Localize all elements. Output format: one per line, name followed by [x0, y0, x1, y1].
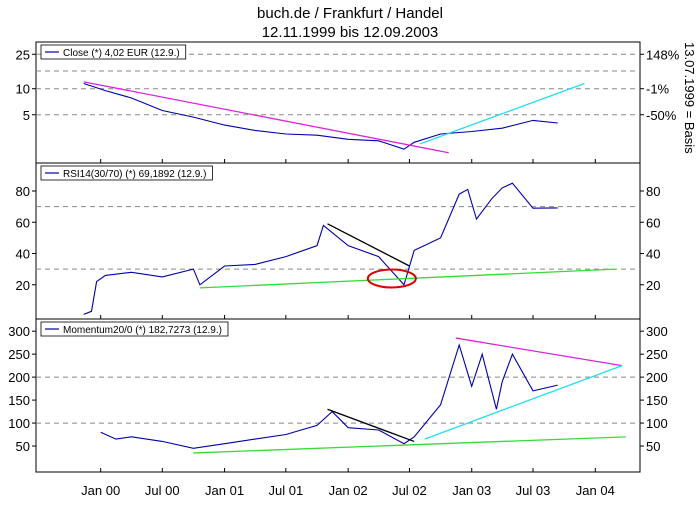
y-tick-label-left: 50 [16, 439, 30, 454]
x-tick-label: Jul 02 [392, 483, 427, 498]
trendline-magenta [455, 337, 623, 367]
y-tick-label-right: 60 [646, 215, 660, 230]
y-tick-label-right: 50 [646, 439, 660, 454]
trendline-black [327, 223, 410, 267]
x-tick-label: Jan 03 [452, 483, 491, 498]
y-tick-label-right: 80 [646, 184, 660, 199]
panel-1: 25 10 5 148% -1% -50% Close (*) 4,02 EUR (12.9… [16, 41, 680, 164]
x-tick-label: Jan 01 [205, 483, 244, 498]
y-tick-label-left: 100 [8, 416, 30, 431]
y-tick-label-right: 40 [646, 247, 660, 262]
legend: RSI14(30/70) (*) 69,1892 (12.9.) [40, 165, 213, 181]
y-tick-label-right: 300 [646, 324, 668, 339]
y-tick-label-left: 60 [16, 215, 30, 230]
y-tick-label-left: 200 [8, 370, 30, 385]
series-line [100, 343, 558, 449]
y-tick-label-right: -50% [646, 108, 677, 123]
trendline-green [193, 436, 626, 454]
y-tick-label-right: 250 [646, 347, 668, 362]
trendline-cyan [419, 82, 585, 145]
panel-3: 300 250 200 150 100 50 300 250 200 150 100 50 Moment… [8, 318, 668, 473]
y-tick-label-left: 40 [16, 247, 30, 262]
trendline-cyan [424, 365, 623, 440]
panel-frame [35, 162, 641, 320]
y-tick-label-left: 5 [23, 108, 30, 123]
panel-frame [35, 41, 641, 164]
x-tick-label: Jul 01 [269, 483, 304, 498]
series-line [83, 182, 558, 315]
y-tick-label-left: 25 [16, 47, 30, 62]
trendline-magenta [83, 81, 449, 154]
legend-box [40, 321, 229, 337]
y-tick-label-right: 148% [646, 47, 680, 62]
y-tick-label-left: 10 [16, 82, 30, 97]
y-tick-label-left: 150 [8, 393, 30, 408]
y-tick-label-left: 20 [16, 278, 30, 293]
legend: Close (*) 4,02 EUR (12.9.) [40, 44, 187, 60]
legend-box [40, 165, 213, 181]
y-tick-label-right: 100 [646, 416, 668, 431]
x-tick-label: Jan 02 [329, 483, 368, 498]
y-tick-label-right: 20 [646, 278, 660, 293]
legend: Momentum20/0 (*) 182,7273 (12.9.) [40, 321, 229, 337]
x-tick-label: Jul 03 [516, 483, 551, 498]
y-tick-label-left: 250 [8, 347, 30, 362]
x-tick-label: Jan 04 [576, 483, 615, 498]
y-tick-label-right: 200 [646, 370, 668, 385]
x-tick-label: Jul 00 [145, 483, 180, 498]
trendline-green [199, 268, 616, 289]
x-tick-label: Jan 00 [81, 483, 120, 498]
highlight-ellipse [366, 268, 417, 289]
series-line [83, 82, 558, 150]
chart-title: buch.de / Frankfurt / Handel [257, 5, 443, 22]
legend-label: Momentum20/0 (*) 182,7273 (12.9.) [63, 325, 222, 336]
legend-box [40, 44, 187, 60]
panel-2: 80 60 40 20 80 60 40 20 RSI14(30/70) (*) 69,1892… [16, 162, 660, 320]
legend-label: Close (*) 4,02 EUR (12.9.) [63, 48, 180, 59]
y-tick-label-right: -1% [646, 82, 670, 97]
y-tick-label-left: 300 [8, 324, 30, 339]
chart-subtitle: 12.11.1999 bis 12.09.2003 [262, 24, 439, 41]
panel-frame [35, 318, 641, 473]
side-basis-label: 13.07.1999 = Basis [682, 42, 697, 154]
legend-label: RSI14(30/70) (*) 69,1892 (12.9.) [63, 169, 206, 180]
y-tick-label-left: 80 [16, 184, 30, 199]
trendline-black [327, 408, 415, 443]
y-tick-label-right: 150 [646, 393, 668, 408]
